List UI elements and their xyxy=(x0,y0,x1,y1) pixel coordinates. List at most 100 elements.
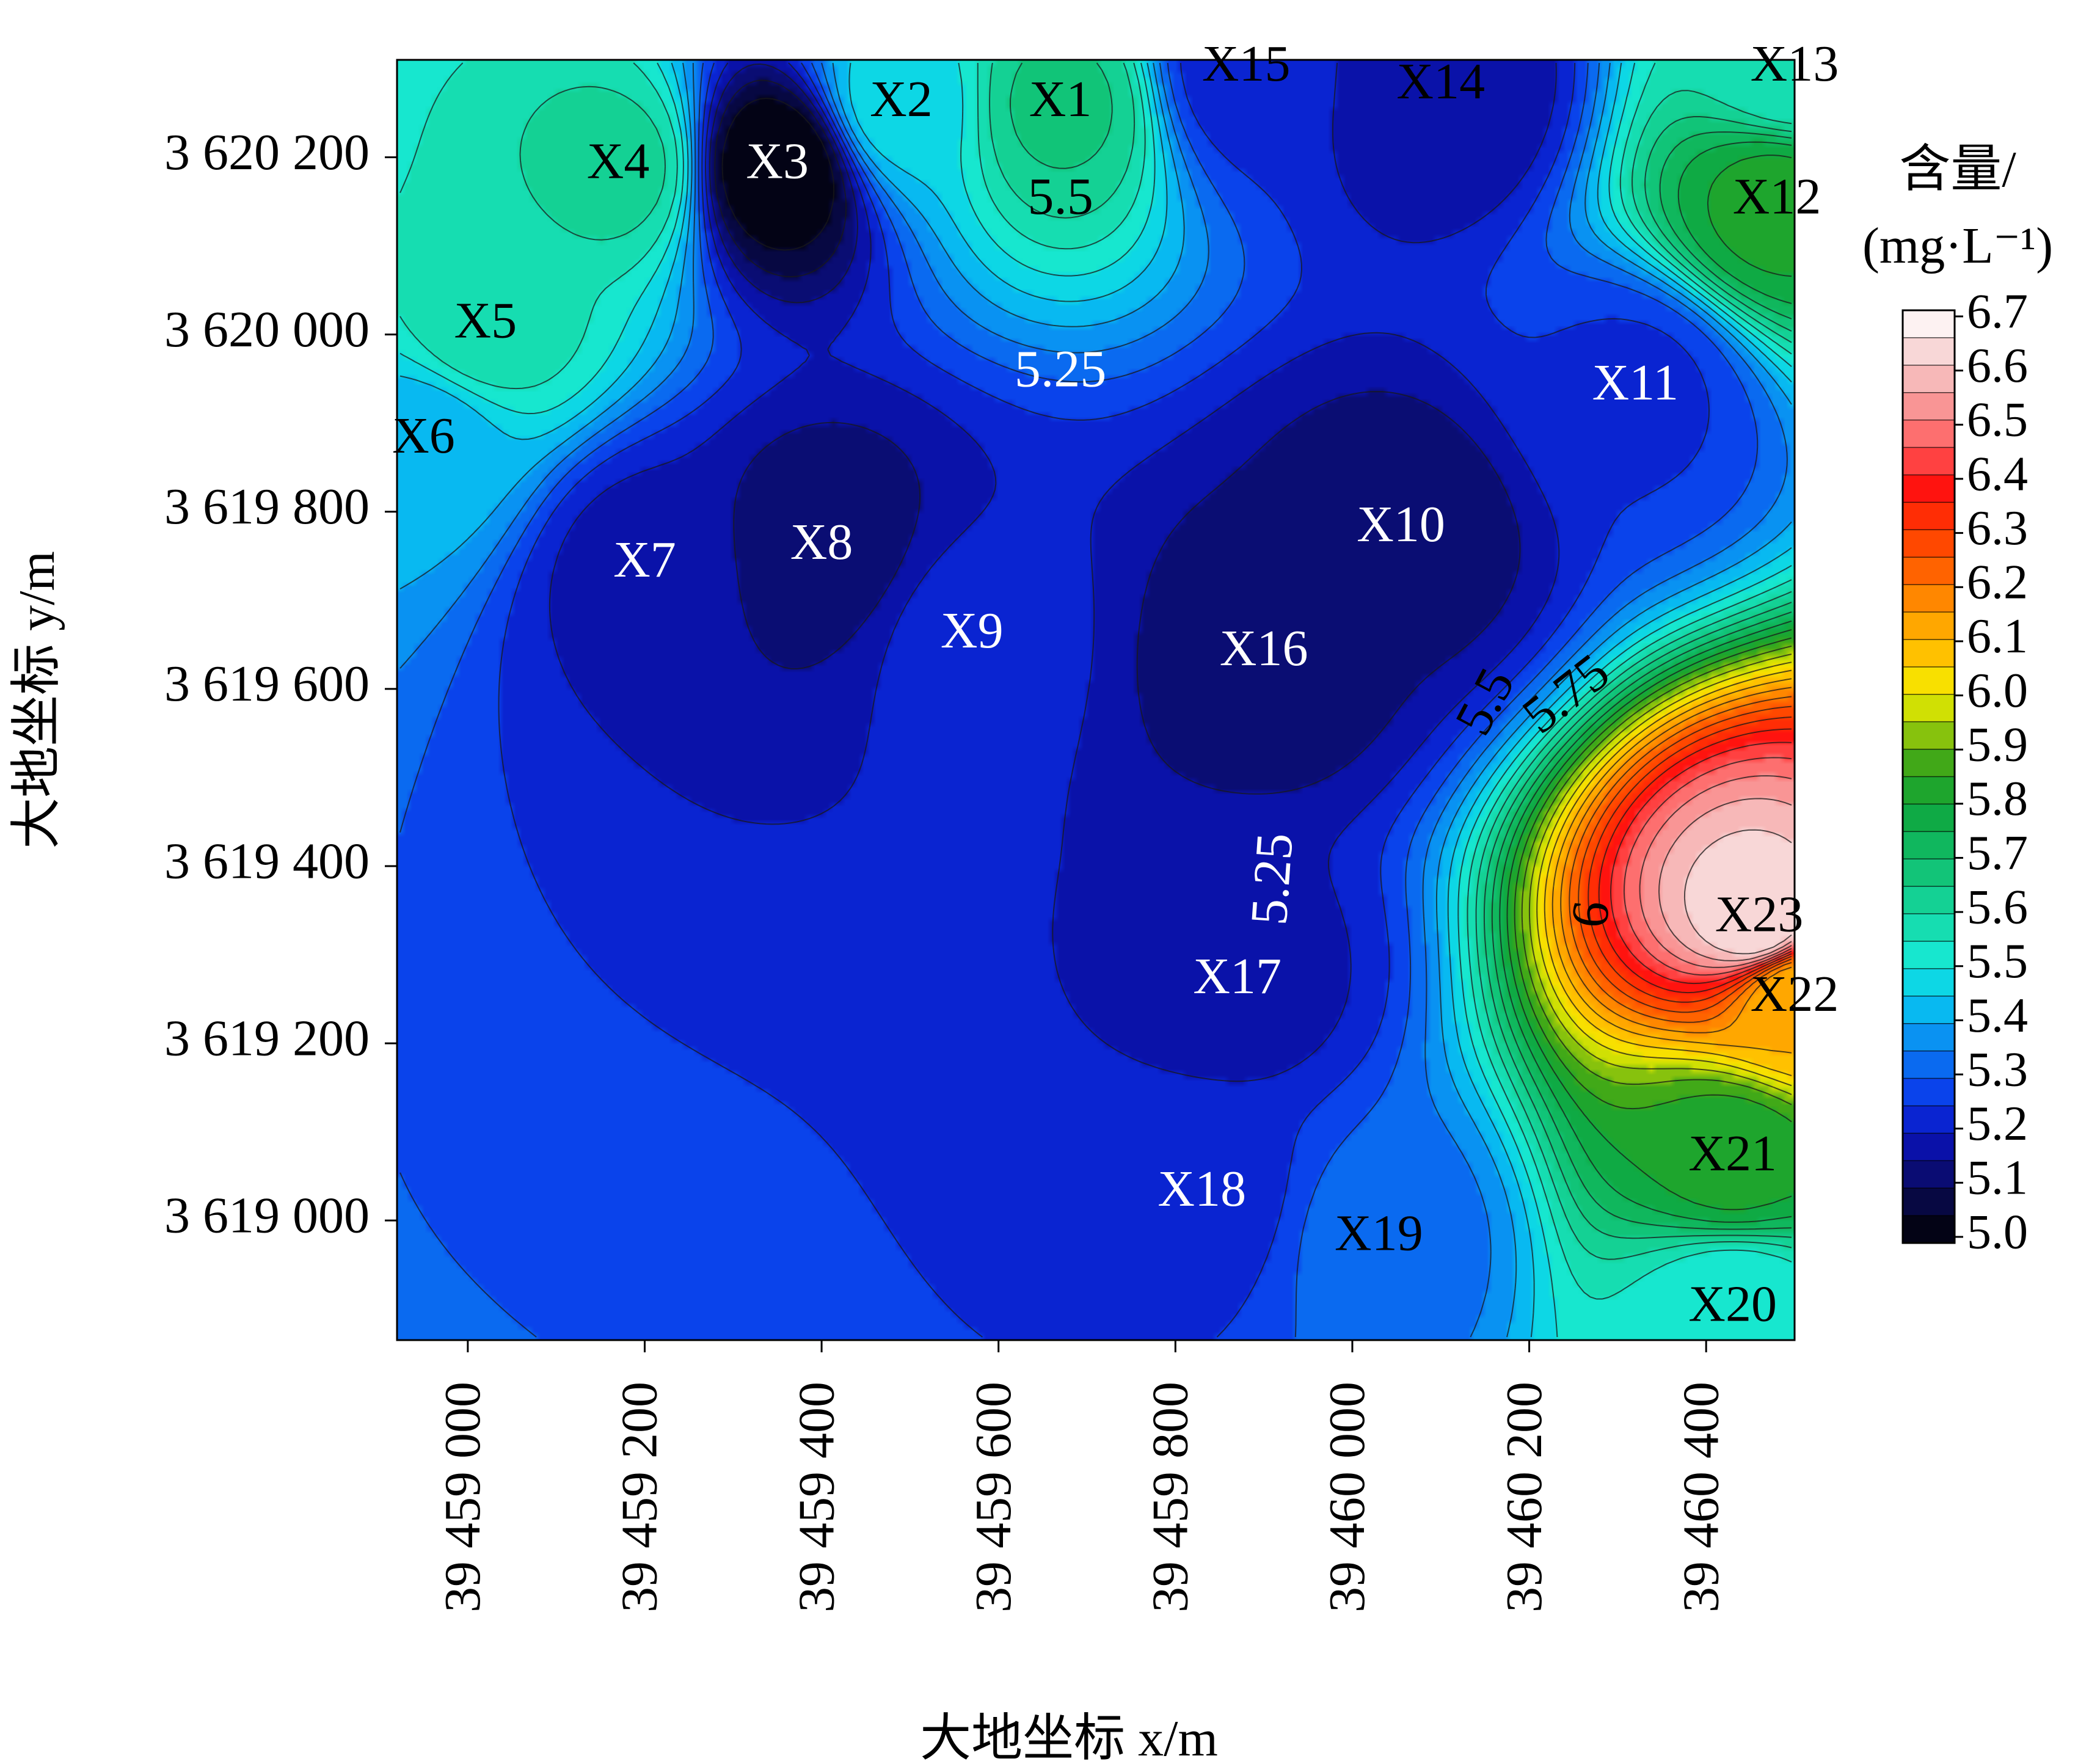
y-tick-label-7: 3 619 000 xyxy=(164,1187,370,1244)
contour-line-31 xyxy=(1658,798,1792,961)
contour-line-12 xyxy=(519,62,1792,1260)
contour-line-21 xyxy=(1544,669,1792,1076)
colorbar-bands xyxy=(1903,337,1955,1216)
contour-line-8 xyxy=(399,62,1792,1338)
contour-label-1: 5.5 xyxy=(1027,167,1093,225)
x-tick-label-3: 39 459 400 xyxy=(788,1382,845,1613)
contour-line-7 xyxy=(399,62,1788,1338)
contour-line-22 xyxy=(1551,678,1792,1054)
y-axis-title: 大地坐标 y/m xyxy=(9,551,65,849)
contour-line-27 xyxy=(1598,728,1792,994)
contour-line-29 xyxy=(1623,757,1792,976)
sample-label-x10: X10 xyxy=(1357,496,1445,553)
contour-line-24 xyxy=(1569,696,1792,1023)
sample-label-x11: X11 xyxy=(1592,354,1679,411)
colorbar-label-4: 6.4 xyxy=(1967,447,2028,501)
contour-line-14 xyxy=(1491,131,1792,1230)
sample-label-x9: X9 xyxy=(941,602,1004,659)
contour-line-26 xyxy=(1588,716,1792,1003)
sample-label-x1: X1 xyxy=(1029,71,1092,128)
contour-line-11 xyxy=(399,62,1792,1300)
x-tick-label-2: 39 459 200 xyxy=(611,1382,668,1613)
x-tick-label-8: 39 460 400 xyxy=(1672,1382,1729,1613)
y-tick-label-4: 3 619 600 xyxy=(164,655,370,712)
sample-label-x23: X23 xyxy=(1715,886,1804,942)
contour-label-2: 5.25 xyxy=(1015,340,1107,398)
sample-label-x2: X2 xyxy=(870,71,933,128)
colorbar-title-line1: 含量/ xyxy=(1899,141,2016,198)
contour-line-28 xyxy=(1610,742,1792,985)
y-tick-label-5: 3 619 400 xyxy=(164,833,370,889)
x-tick-label-6: 39 460 000 xyxy=(1319,1382,1376,1613)
contour-line-5 xyxy=(498,62,1710,1338)
sample-label-x19: X19 xyxy=(1335,1205,1423,1261)
sample-label-x21: X21 xyxy=(1688,1125,1777,1182)
sample-point-labels: X1 X2 X3 X4 X5 X6 X7 X8 X9 X10 X11 X12 X13 X14 X15 X16 X… xyxy=(392,35,1839,1333)
contour-line-30 xyxy=(1639,775,1792,968)
contour-line-17 xyxy=(1514,637,1792,1123)
contour-line-16 xyxy=(1506,155,1792,1211)
y-tick-label-6: 3 619 200 xyxy=(164,1010,370,1066)
y-tick-label-3: 3 619 800 xyxy=(164,478,370,535)
sample-label-x4: X4 xyxy=(587,133,650,189)
colorbar-label-3: 6.5 xyxy=(1967,393,2028,447)
colorbar-label-16: 5.2 xyxy=(1967,1097,2028,1151)
contour-line-4 xyxy=(549,62,1560,1082)
contour-line-20 xyxy=(1536,662,1792,1087)
contour-line-25 xyxy=(1578,705,1792,1013)
colorbar-label-10: 5.8 xyxy=(1967,772,2028,826)
sample-label-x8: X8 xyxy=(790,514,853,570)
y-tick-label-2: 3 620 000 xyxy=(164,301,370,358)
contour-line-13 xyxy=(1010,62,1792,1239)
contour-line-9 xyxy=(399,62,1792,1338)
colorbar-label-5: 6.3 xyxy=(1967,501,2028,555)
contour-line-32 xyxy=(1683,829,1792,955)
colorbar: 含量/ (mg·L⁻¹) 6.76.66.56.46.36.26.16.05.9… xyxy=(1862,141,2053,1259)
sample-label-x16: X16 xyxy=(1220,620,1308,677)
sample-label-x13: X13 xyxy=(1751,35,1839,92)
x-tick-label-4: 39 459 600 xyxy=(965,1382,1022,1613)
colorbar-title-line2: (mg·L⁻¹) xyxy=(1862,217,2053,274)
sample-label-x14: X14 xyxy=(1396,53,1485,110)
x-axis-title: 大地坐标 x/m xyxy=(920,1710,1218,1764)
colorbar-label-12: 5.6 xyxy=(1967,880,2028,934)
colorbar-label-11: 5.7 xyxy=(1967,826,2028,880)
contour-line-6 xyxy=(399,62,1759,1338)
x-tick-label-7: 39 460 200 xyxy=(1496,1382,1553,1613)
colorbar-label-1: 6.7 xyxy=(1967,285,2028,338)
x-tick-label-5: 39 459 800 xyxy=(1142,1382,1199,1613)
contour-label-6: 6 xyxy=(1559,898,1621,930)
sample-label-x20: X20 xyxy=(1688,1276,1777,1333)
contour-line-3 xyxy=(709,63,1521,795)
colorbar-labels: 6.76.66.56.46.36.26.16.05.95.85.75.65.55… xyxy=(1955,285,2028,1259)
sample-label-x18: X18 xyxy=(1158,1161,1246,1217)
colorbar-label-15: 5.3 xyxy=(1967,1043,2028,1096)
contour-line-10 xyxy=(399,62,1792,1338)
colorbar-label-13: 5.5 xyxy=(1967,935,2028,988)
y-tick-label-1: 3 620 200 xyxy=(164,124,370,181)
colorbar-label-17: 5.1 xyxy=(1967,1151,2028,1205)
sample-label-x6: X6 xyxy=(392,407,455,464)
contour-line-15 xyxy=(1499,141,1792,1223)
sample-label-x12: X12 xyxy=(1733,168,1821,225)
plot-frame xyxy=(396,59,1796,1341)
sample-label-x7: X7 xyxy=(613,531,676,588)
contour-line-19 xyxy=(1528,654,1792,1095)
x-tick-label-1: 39 459 000 xyxy=(434,1382,491,1613)
colorbar-label-7: 6.1 xyxy=(1967,610,2028,663)
contour-lines xyxy=(399,62,1792,1338)
sample-label-x22: X22 xyxy=(1751,966,1839,1022)
contour-line-1 xyxy=(721,98,835,251)
contour-line-2 xyxy=(714,79,847,278)
colorbar-label-9: 5.9 xyxy=(1967,718,2028,772)
colorbar-label-8: 6.0 xyxy=(1967,664,2028,718)
colorbar-label-14: 5.4 xyxy=(1967,989,2028,1043)
contour-line-23 xyxy=(1560,687,1792,1033)
y-axis: 3 620 200 3 620 000 3 619 800 3 619 600 3 61… xyxy=(164,124,397,1244)
contour-label-5: 5.25 xyxy=(1239,831,1303,927)
sample-label-x5: X5 xyxy=(454,292,517,349)
contour-line-18 xyxy=(1521,645,1792,1106)
colorbar-frame xyxy=(1901,309,1956,1244)
sample-label-x3: X3 xyxy=(746,133,809,189)
